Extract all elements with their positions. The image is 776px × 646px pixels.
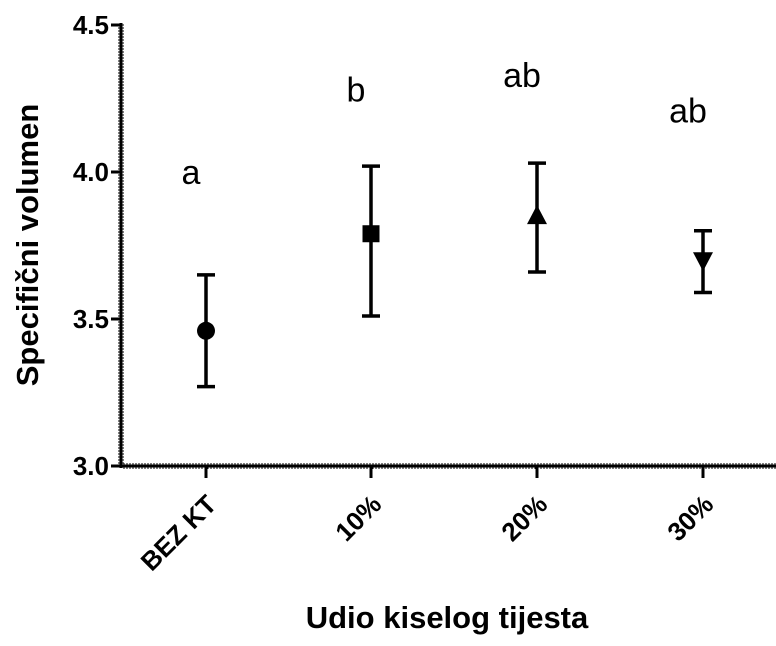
y-axis-title: Specifični volumen [10,104,45,387]
x-tick-label: 20% [495,489,553,547]
category-labels: BEZ KT 10% 20% 30% [135,489,720,577]
significance-letter: ab [503,57,541,95]
data-point-marker [197,321,215,340]
y-tick-label: 4.0 [73,157,109,187]
x-tick-label: BEZ KT [135,489,223,577]
x-axis-title: Udio kiselog tijesta [306,600,589,635]
axes [118,23,776,469]
x-tick-label: 30% [661,489,719,547]
y-tick-label: 4.5 [73,10,109,40]
significance-letter: a [182,154,201,192]
data-point-marker [362,225,380,243]
y-tick-label: 3.5 [73,304,109,334]
y-ticks: 3.0 3.5 4.0 4.5 [73,10,705,481]
x-tick-label: 10% [329,489,387,547]
significance-letter: b [347,72,366,110]
data-point-marker [527,205,547,225]
data-point-marker [693,252,713,272]
significance-letter: ab [669,92,707,130]
y-tick-label: 3.0 [73,451,109,481]
